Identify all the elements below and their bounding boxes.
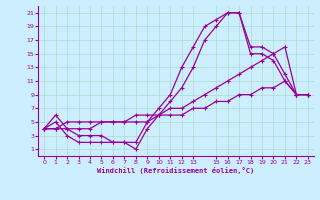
X-axis label: Windchill (Refroidissement éolien,°C): Windchill (Refroidissement éolien,°C) (97, 167, 255, 174)
